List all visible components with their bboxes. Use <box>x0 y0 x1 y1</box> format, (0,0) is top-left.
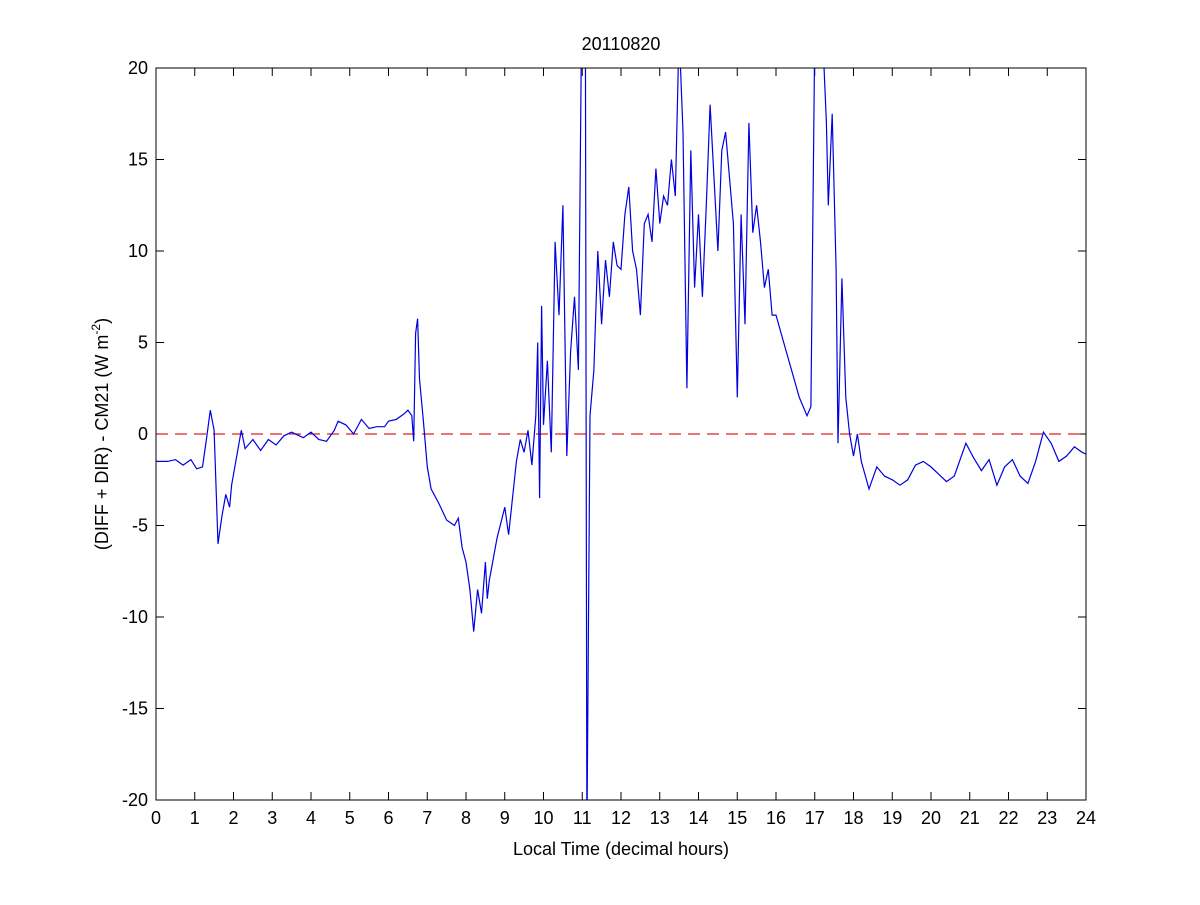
y-tick-label: 20 <box>128 58 148 78</box>
x-tick-label: 9 <box>500 808 510 828</box>
x-tick-label: 12 <box>611 808 631 828</box>
y-tick-label: -15 <box>122 699 148 719</box>
x-axis-label: Local Time (decimal hours) <box>513 839 729 859</box>
y-tick-label: 0 <box>138 424 148 444</box>
x-tick-label: 1 <box>190 808 200 828</box>
y-axis-label-superscript: -2 <box>89 324 103 335</box>
x-tick-label: 5 <box>345 808 355 828</box>
y-tick-label: 5 <box>138 333 148 353</box>
y-tick-label: -10 <box>122 607 148 627</box>
chart-title: 20110820 <box>582 34 661 54</box>
x-tick-label: 11 <box>573 808 592 828</box>
y-tick-label: 15 <box>128 150 148 170</box>
x-tick-label: 6 <box>383 808 393 828</box>
x-tick-label: 13 <box>650 808 670 828</box>
x-tick-label: 22 <box>998 808 1018 828</box>
y-axis-label: (DIFF + DIR) - CM21 (W m-2) <box>89 318 112 550</box>
x-tick-label: 14 <box>688 808 708 828</box>
x-tick-label: 18 <box>843 808 863 828</box>
y-tick-label: -5 <box>132 516 148 536</box>
y-tick-label: -20 <box>122 790 148 810</box>
x-tick-label: 7 <box>422 808 432 828</box>
x-tick-label: 20 <box>921 808 941 828</box>
x-tick-label: 24 <box>1076 808 1096 828</box>
x-tick-label: 17 <box>805 808 825 828</box>
y-axis-label-end: ) <box>92 318 112 324</box>
x-tick-label: 16 <box>766 808 786 828</box>
x-tick-label: 10 <box>533 808 553 828</box>
axes-box <box>155 67 1087 801</box>
x-tick-label: 21 <box>960 808 980 828</box>
y-axis-label-main: (DIFF + DIR) - CM21 (W m <box>92 335 112 550</box>
x-tick-label: 15 <box>727 808 747 828</box>
x-tick-label: 4 <box>306 808 316 828</box>
x-tick-label: 0 <box>151 808 161 828</box>
y-tick-label: 10 <box>128 241 148 261</box>
x-tick-label: 19 <box>882 808 902 828</box>
x-tick-label: 8 <box>461 808 471 828</box>
x-tick-label: 3 <box>267 808 277 828</box>
x-tick-label: 2 <box>228 808 238 828</box>
x-tick-label: 23 <box>1037 808 1057 828</box>
series-line <box>156 68 1086 800</box>
